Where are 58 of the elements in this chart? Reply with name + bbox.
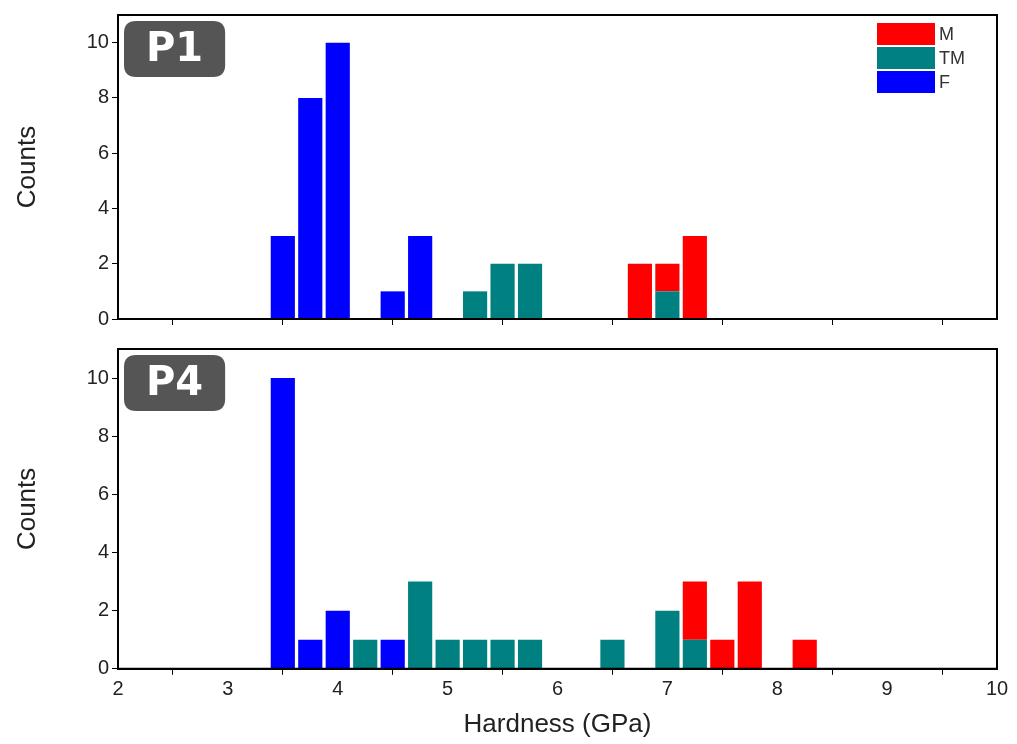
x-tick-label: 7 xyxy=(661,677,673,700)
x-tick-label: 4 xyxy=(332,677,344,700)
bar xyxy=(655,610,680,669)
bar xyxy=(298,97,323,319)
bar xyxy=(325,42,350,319)
x-tick-label: 8 xyxy=(771,677,783,700)
bar xyxy=(600,639,625,669)
y-tick-label: 6 xyxy=(97,481,109,504)
bar xyxy=(408,581,433,669)
y-tick-label: 4 xyxy=(97,540,109,563)
x-tick-label: 9 xyxy=(881,677,893,700)
y-tick-label: 10 xyxy=(86,365,109,388)
x-tick-label: 2 xyxy=(112,677,124,700)
bar xyxy=(298,639,323,669)
bar xyxy=(737,581,762,669)
x-tick-label: 3 xyxy=(222,677,234,700)
bar xyxy=(682,639,707,669)
bar xyxy=(517,263,543,319)
bar xyxy=(463,639,488,669)
bar xyxy=(463,291,488,319)
legend-label: M xyxy=(939,23,954,44)
bar xyxy=(270,378,295,669)
legend-label: TM xyxy=(939,47,965,68)
bar xyxy=(682,581,707,640)
bar xyxy=(655,263,680,292)
legend-label: F xyxy=(939,71,950,92)
bar xyxy=(517,639,543,669)
y-tick-label: 8 xyxy=(97,85,109,108)
bar xyxy=(380,639,405,669)
x-tick-label: 6 xyxy=(551,677,564,700)
x-tick-label: 10 xyxy=(985,677,1009,700)
y-tick-label: 6 xyxy=(97,140,109,163)
bar xyxy=(490,263,515,319)
bar xyxy=(408,236,433,319)
chart-title: P4 xyxy=(146,358,204,405)
bar xyxy=(353,639,378,669)
y-axis-title: Counts xyxy=(10,467,41,551)
chart-title: P1 xyxy=(146,24,204,71)
y-tick-label: 2 xyxy=(97,598,109,621)
y-axis-title: Counts xyxy=(10,125,41,209)
bar xyxy=(682,236,707,319)
y-tick-label: 10 xyxy=(86,30,109,53)
bar xyxy=(627,263,652,319)
bar xyxy=(435,639,460,669)
bar xyxy=(380,291,405,319)
bar xyxy=(655,291,680,319)
y-tick-label: 0 xyxy=(97,306,109,329)
y-tick-label: 4 xyxy=(97,195,109,218)
bar xyxy=(710,639,735,669)
x-axis-title: Hardness (GPa) xyxy=(463,707,652,738)
bar xyxy=(490,639,515,669)
bar xyxy=(792,639,817,669)
bar xyxy=(270,236,295,319)
y-tick-label: 0 xyxy=(97,656,109,679)
x-tick-label: 5 xyxy=(442,677,454,700)
y-tick-label: 8 xyxy=(97,423,109,446)
y-tick-label: 2 xyxy=(97,251,109,274)
bar xyxy=(325,610,350,669)
